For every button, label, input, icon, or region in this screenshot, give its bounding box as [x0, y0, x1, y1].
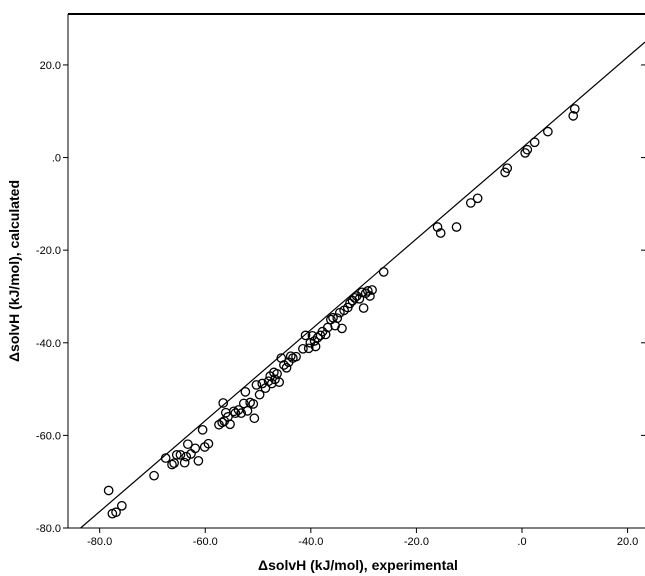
- data-point: [332, 313, 343, 324]
- data-point: [337, 323, 347, 334]
- data-point: [218, 398, 229, 408]
- data-point: [451, 222, 462, 232]
- fit-line: [80, 41, 645, 529]
- data-point: [228, 406, 239, 417]
- data-point: [502, 163, 513, 174]
- data-point: [190, 443, 201, 454]
- data-point: [279, 360, 289, 370]
- data-point: [236, 408, 247, 419]
- data-point: [303, 343, 314, 354]
- data-point: [345, 298, 355, 309]
- y-axis-title: ΔsolvH (kJ/mol), calculated: [6, 180, 22, 362]
- data-point: [432, 222, 443, 232]
- y-tick-label: -60.0: [36, 430, 61, 442]
- data-point: [312, 332, 323, 343]
- data-point: [349, 293, 360, 303]
- data-point: [242, 405, 253, 416]
- data-point: [291, 351, 301, 362]
- plot-frame: [67, 13, 645, 529]
- data-point: [274, 377, 285, 387]
- fit-line-layer: [80, 41, 645, 529]
- data-point: [181, 451, 192, 462]
- x-axis-ticks: -80.0 -60.0 -40.0 -20.0 .0 20.0: [87, 528, 638, 548]
- data-point: [263, 376, 274, 387]
- y-tick-label: -20.0: [36, 245, 61, 257]
- data-point: [310, 341, 321, 352]
- data-point: [116, 500, 127, 511]
- data-point: [233, 405, 244, 415]
- x-tick-label: -80.0: [87, 536, 112, 548]
- data-point: [238, 398, 249, 409]
- data-point: [298, 343, 308, 354]
- data-point: [569, 104, 580, 114]
- data-point: [285, 351, 296, 362]
- data-point: [248, 399, 259, 409]
- data-point: [230, 408, 241, 419]
- y-tick-label: .0: [52, 153, 61, 165]
- data-point: [149, 470, 159, 481]
- data-point: [249, 413, 260, 424]
- data-point: [251, 380, 262, 390]
- data-point: [225, 419, 235, 430]
- data-point: [300, 330, 311, 341]
- data-point: [362, 286, 373, 296]
- data-point: [193, 456, 204, 466]
- data-point: [465, 198, 476, 208]
- data-point: [357, 287, 367, 298]
- y-tick-label: -80.0: [36, 523, 61, 535]
- data-point: [568, 111, 579, 121]
- data-point: [240, 387, 251, 397]
- x-tick-label: .0: [517, 536, 526, 548]
- data-point: [160, 453, 171, 463]
- data-point: [281, 362, 292, 373]
- x-tick-label: 20.0: [617, 536, 638, 548]
- data-point: [309, 336, 320, 346]
- data-point: [472, 193, 483, 204]
- data-point: [171, 449, 182, 460]
- data-point: [167, 459, 177, 470]
- data-points: [103, 104, 580, 519]
- data-point: [320, 329, 331, 340]
- data-point: [378, 267, 389, 277]
- data-point: [367, 285, 377, 295]
- x-tick-label: -40.0: [298, 536, 323, 548]
- data-point: [254, 389, 265, 400]
- data-point: [169, 458, 179, 469]
- data-point: [182, 439, 193, 450]
- data-point: [358, 303, 369, 313]
- x-tick-label: -20.0: [404, 536, 429, 548]
- data-point: [354, 293, 365, 304]
- data-point: [103, 485, 114, 496]
- y-tick-label: 20.0: [40, 60, 61, 72]
- data-point: [203, 438, 214, 449]
- x-axis-title: ΔsolvH (kJ/mol), experimental: [258, 557, 458, 573]
- data-point: [111, 507, 121, 518]
- y-tick-label: -40.0: [36, 338, 61, 350]
- data-point: [529, 137, 540, 148]
- data-point: [435, 228, 446, 238]
- data-point: [197, 424, 208, 435]
- x-tick-label: -60.0: [193, 536, 218, 548]
- y-axis-ticks: -80.0 -60.0 -40.0 -20.0 .0 20.0: [36, 60, 645, 535]
- data-point: [365, 291, 375, 301]
- data-point: [179, 457, 190, 468]
- data-point: [522, 144, 533, 155]
- data-point: [175, 449, 186, 460]
- data-point: [543, 126, 553, 137]
